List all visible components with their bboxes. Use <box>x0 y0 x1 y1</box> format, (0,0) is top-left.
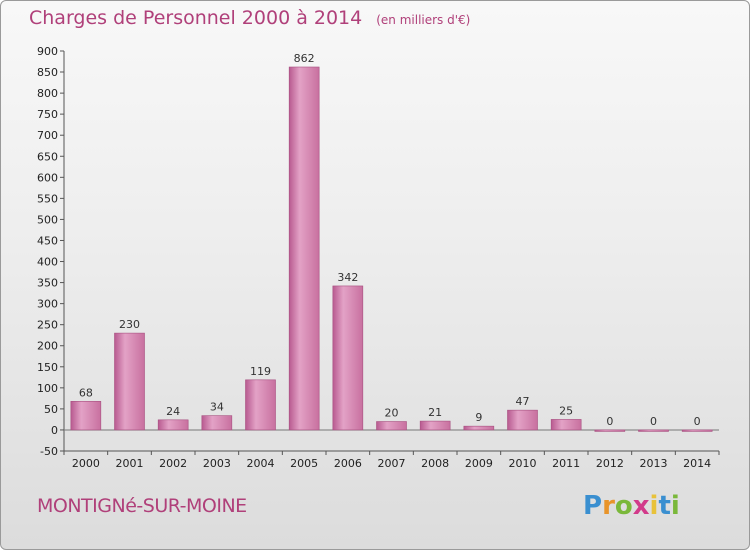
bar <box>70 401 102 431</box>
chart-title: Charges de Personnel 2000 à 2014 (en mill… <box>29 7 470 29</box>
bar-value-label: 0 <box>606 415 613 428</box>
x-tick-label: 2012 <box>596 457 624 470</box>
chart-subtitle: (en milliers d'€) <box>376 13 471 27</box>
bar-value-label: 0 <box>650 415 657 428</box>
bar-value-label: 342 <box>337 271 358 284</box>
bar-value-label: 47 <box>516 395 530 408</box>
y-tick-label: 350 <box>37 277 58 290</box>
bar-series <box>70 66 713 432</box>
bar-value-label: 24 <box>166 405 180 418</box>
x-tick-label: 2009 <box>465 457 493 470</box>
bar-value-label: 230 <box>119 318 140 331</box>
x-tick-label: 2008 <box>421 457 449 470</box>
bar <box>507 409 538 431</box>
x-axis: 2000 2001 2002 2003 2004 2005 2006 2007 2008 2009… <box>63 429 720 470</box>
bar <box>419 420 451 431</box>
bar-value-label: 68 <box>79 386 93 399</box>
y-tick-label: 700 <box>37 129 58 142</box>
bar-value-label: 0 <box>694 415 701 428</box>
bar-value-label: 34 <box>210 401 224 414</box>
proxiti-logo: Proxiti <box>583 491 680 521</box>
logo-letter: i <box>649 491 659 521</box>
y-tick-label: 0 <box>51 424 58 437</box>
bar <box>201 415 233 431</box>
x-tick-label: 2001 <box>116 457 144 470</box>
commune-name: MONTIGNé-SUR-MOINE <box>37 495 247 517</box>
bar <box>550 419 582 431</box>
y-tick-label: 900 <box>37 45 58 58</box>
y-tick-label: 600 <box>37 171 58 184</box>
bar <box>681 429 713 432</box>
bar-value-label: 119 <box>250 365 271 378</box>
logo-letter: P <box>583 491 603 521</box>
bar <box>332 285 364 431</box>
bar-value-label: 21 <box>428 406 442 419</box>
y-tick-label: 100 <box>37 382 58 395</box>
bar <box>245 379 276 431</box>
y-tick-label: 850 <box>37 66 58 79</box>
x-tick-label: 2004 <box>247 457 275 470</box>
y-tick-label: 800 <box>37 87 58 100</box>
y-tick-label: 250 <box>37 319 58 332</box>
logo-letter: t <box>658 491 671 521</box>
logo-letter: r <box>602 491 615 521</box>
x-tick-label: 2002 <box>159 457 187 470</box>
y-tick-label: 650 <box>37 150 58 163</box>
x-tick-label: 2003 <box>203 457 231 470</box>
x-tick-label: 2000 <box>72 457 100 470</box>
y-tick-label: 400 <box>37 256 58 269</box>
bar <box>114 332 145 431</box>
value-labels: 68 230 24 34 119 862 342 20 21 9 47 25 0 0 0 <box>79 52 701 428</box>
bar-value-label: 862 <box>294 52 315 65</box>
y-tick-label: 50 <box>44 403 58 416</box>
bar <box>157 419 189 431</box>
bar <box>288 66 320 431</box>
bar-value-label: 9 <box>475 411 482 424</box>
y-tick-label: 750 <box>37 108 58 121</box>
logo-letter: o <box>614 491 633 521</box>
y-axis: -50 0 50 100 150 200 250 300 350 400 450 500 550 600 6… <box>37 45 65 458</box>
y-tick-label: 500 <box>37 213 58 226</box>
bar <box>376 421 407 431</box>
x-tick-label: 2010 <box>509 457 537 470</box>
logo-letter: x <box>632 491 650 521</box>
y-tick-label: 150 <box>37 361 58 374</box>
x-tick-label: 2006 <box>334 457 362 470</box>
x-tick-label: 2014 <box>683 457 711 470</box>
bar-value-label: 25 <box>559 404 573 417</box>
x-tick-label: 2011 <box>552 457 580 470</box>
y-tick-label: -50 <box>40 445 58 458</box>
y-tick-label: 450 <box>37 234 58 247</box>
x-tick-label: 2007 <box>378 457 406 470</box>
bar <box>463 425 495 431</box>
y-tick-label: 300 <box>37 298 58 311</box>
x-tick-label: 2013 <box>640 457 668 470</box>
bar-value-label: 20 <box>385 407 399 420</box>
x-tick-label: 2005 <box>290 457 318 470</box>
logo-letter: i <box>670 491 680 521</box>
y-tick-label: 550 <box>37 192 58 205</box>
title-text: Charges de Personnel 2000 à 2014 <box>29 7 363 29</box>
y-tick-label: 200 <box>37 340 58 353</box>
bar <box>638 429 669 432</box>
bar <box>594 429 626 432</box>
